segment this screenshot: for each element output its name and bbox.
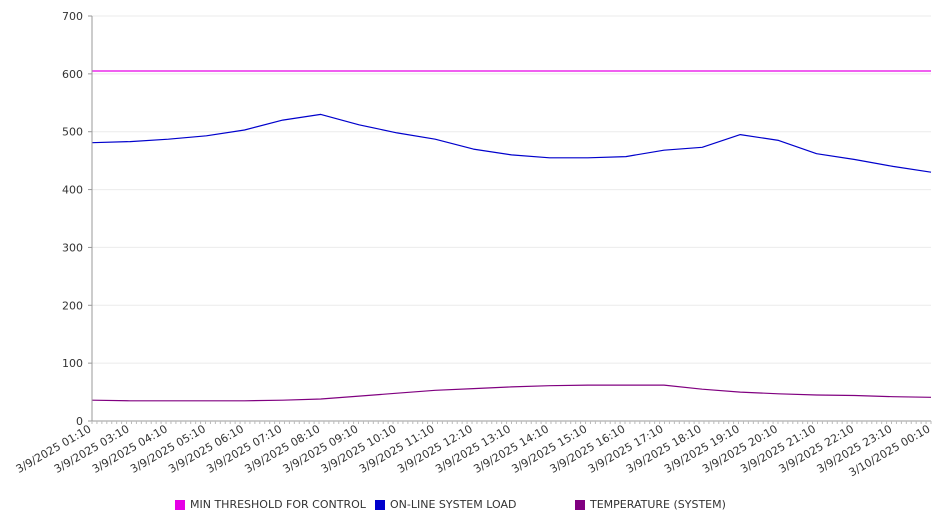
legend-label-min-threshold: MIN THRESHOLD FOR CONTROL [190,498,366,511]
gridlines [92,15,931,364]
legend-item-online-system-load: ON-LINE SYSTEM LOAD [375,498,516,511]
series-lines [91,70,932,402]
legend-item-temperature: TEMPERATURE (SYSTEM) [575,498,726,511]
y-tick-label: 600 [62,68,83,81]
legend-item-min-threshold: MIN THRESHOLD FOR CONTROL [175,498,366,511]
y-tick-label: 300 [62,241,83,254]
y-tick-label: 700 [62,10,83,23]
series-line [91,384,932,402]
series-line [91,113,932,173]
x-axis-tick-labels: 3/9/2025 01:103/9/2025 03:103/9/2025 04:… [14,422,933,479]
legend: MIN THRESHOLD FOR CONTROL ON-LINE SYSTEM… [0,498,946,514]
legend-swatch-min-threshold [175,499,185,510]
axes [88,15,932,424]
y-tick-label: 400 [62,184,83,197]
legend-label-online-system-load: ON-LINE SYSTEM LOAD [390,498,517,511]
y-tick-label: 0 [76,415,83,428]
y-tick-label: 100 [62,357,83,370]
legend-label-temperature: TEMPERATURE (SYSTEM) [590,498,726,511]
y-tick-label: 200 [62,299,83,312]
legend-swatch-temperature [575,499,585,510]
y-tick-label: 500 [62,126,83,139]
legend-swatch-online-system-load [375,499,385,510]
y-axis-tick-labels: 0 100 200 300 400 500 600 700 [62,10,83,428]
